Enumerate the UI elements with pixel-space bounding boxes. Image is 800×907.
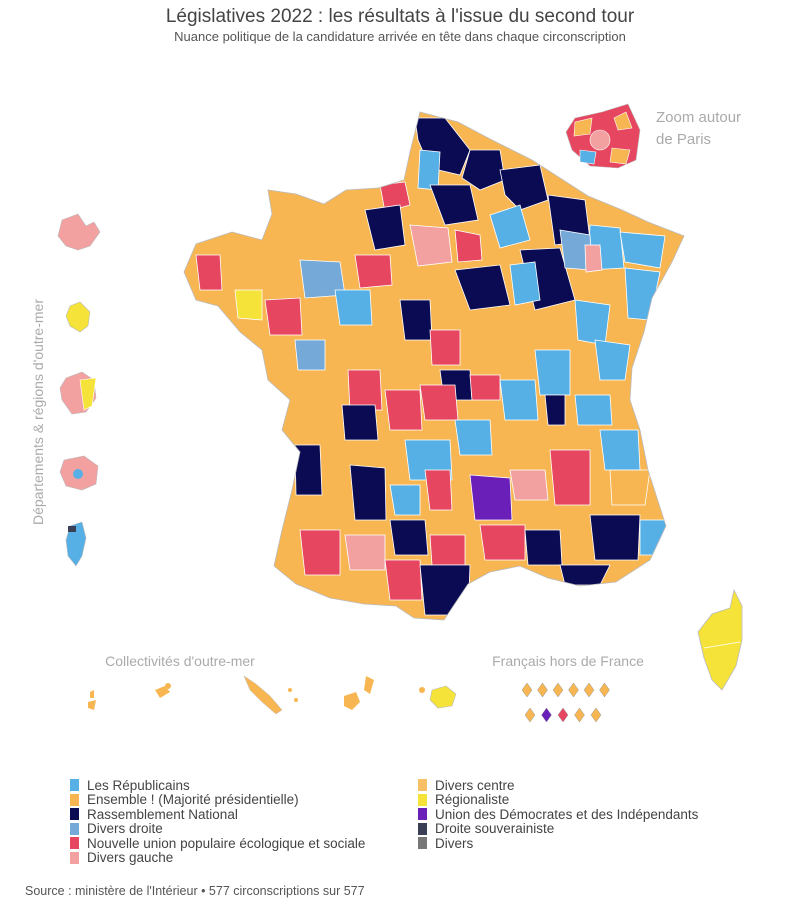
legend-item: Nouvelle union populaire écologique et s… — [70, 836, 365, 851]
map-subtitle: Nuance politique de la candidature arriv… — [174, 29, 626, 44]
map-title: Législatives 2022 : les résultats à l'is… — [165, 6, 635, 27]
legend-swatch — [70, 808, 79, 821]
abroad-constituency-marker — [574, 707, 585, 723]
legend-swatch — [70, 837, 79, 850]
abroad-constituencies — [521, 682, 610, 723]
abroad-constituency-marker — [552, 682, 564, 698]
france-mainland — [183, 111, 685, 621]
abroad-label: Français hors de France — [492, 653, 644, 669]
abroad-constituency-marker — [521, 682, 533, 698]
legend-item: Divers droite — [70, 821, 365, 837]
abroad-constituency-marker — [583, 682, 595, 698]
legend-swatch — [418, 793, 427, 806]
legend-item: Les Républicains — [70, 778, 365, 793]
legend-item: Régionaliste — [418, 792, 698, 808]
legend-item: Divers centre — [418, 778, 698, 793]
legend-column-2: Divers centre Régionaliste Union des Dém… — [418, 778, 698, 851]
abroad-constituency-marker — [541, 707, 552, 723]
legend-label: Nouvelle union populaire écologique et s… — [87, 835, 366, 851]
abroad-constituency-marker — [590, 707, 602, 723]
paris-zoom-label-2: de Paris — [656, 131, 711, 148]
abroad-constituency-marker — [557, 707, 569, 723]
legend-label: Rassemblement National — [87, 806, 238, 822]
legend-item: Divers gauche — [70, 850, 365, 866]
legend-swatch — [70, 822, 79, 835]
legend-swatch — [418, 779, 427, 792]
legend-label: Ensemble ! (Majorité présidentielle) — [87, 792, 299, 808]
legend-label: Divers gauche — [87, 850, 174, 866]
legend-column-1: Les Républicains Ensemble ! (Majorité pr… — [70, 778, 365, 865]
legend-label: Régionaliste — [435, 792, 510, 808]
legend-label: Droite souverainiste — [435, 821, 555, 837]
legend-item: Union des Démocrates et des Indépendants — [418, 807, 698, 822]
legend-swatch — [418, 808, 427, 821]
overseas-collectivities — [88, 675, 457, 715]
legend-label: Divers centre — [435, 777, 515, 793]
legend-label: Union des Démocrates et des Indépendants — [435, 806, 699, 822]
overseas-departments — [57, 213, 101, 567]
legend-label: Divers droite — [87, 821, 163, 837]
legend-swatch — [70, 779, 79, 792]
paris-zoom-inset — [565, 103, 641, 169]
corsica — [697, 588, 743, 691]
legend-item: Ensemble ! (Majorité présidentielle) — [70, 792, 365, 808]
legend-swatch — [70, 793, 79, 806]
abroad-constituency-marker — [537, 682, 548, 698]
legend-label: Les Républicains — [87, 777, 190, 793]
legend-label: Divers — [435, 835, 474, 851]
legend-item: Droite souverainiste — [418, 821, 698, 837]
source-note: Source : ministère de l'Intérieur • 577 … — [25, 884, 365, 898]
com-label: Collectivités d'outre-mer — [105, 653, 255, 669]
abroad-constituency-marker — [599, 682, 610, 698]
legend-item: Rassemblement National — [70, 807, 365, 822]
abroad-constituency-marker — [568, 682, 579, 698]
paris-zoom-label-1: Zoom autour — [656, 109, 741, 126]
legend-swatch — [70, 851, 79, 864]
legend-swatch — [418, 822, 427, 835]
abroad-constituency-marker — [524, 707, 536, 723]
drom-label: Départements & régions d'outre-mer — [30, 299, 46, 525]
legend-swatch — [418, 837, 427, 850]
legend-item: Divers — [418, 836, 698, 851]
